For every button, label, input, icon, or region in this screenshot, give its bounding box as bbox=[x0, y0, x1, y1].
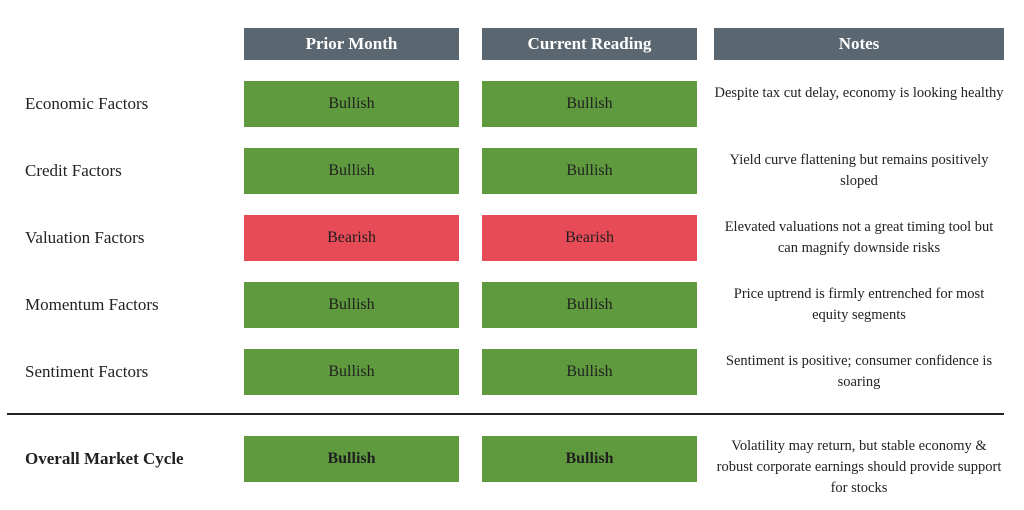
prior-valuation-status: Bearish bbox=[244, 215, 459, 261]
row-label-sentiment: Sentiment Factors bbox=[25, 362, 149, 381]
row-label-momentum: Momentum Factors bbox=[25, 295, 159, 314]
prior-sentiment-status: Bullish bbox=[244, 349, 459, 395]
note-valuation: Elevated valuations not a great timing t… bbox=[724, 219, 994, 256]
prior-overall-status: Bullish bbox=[244, 436, 459, 482]
row-label-valuation: Valuation Factors bbox=[25, 228, 145, 247]
current-valuation-status: Bearish bbox=[482, 215, 697, 261]
header-notes: Notes bbox=[714, 28, 1004, 60]
current-sentiment-status: Bullish bbox=[482, 349, 697, 395]
current-momentum-status: Bullish bbox=[482, 282, 697, 328]
header-current-reading: Current Reading bbox=[482, 28, 697, 60]
row-label-credit: Credit Factors bbox=[25, 161, 122, 180]
current-credit-status: Bullish bbox=[482, 148, 697, 194]
note-credit: Yield curve flattening but remains posit… bbox=[729, 152, 989, 189]
prior-credit-status: Bullish bbox=[244, 148, 459, 194]
header-prior-month: Prior Month bbox=[244, 28, 459, 60]
note-economic: Despite tax cut delay, economy is lookin… bbox=[714, 85, 1004, 101]
current-overall-status: Bullish bbox=[482, 436, 697, 482]
current-economic-status: Bullish bbox=[482, 81, 697, 127]
row-label-economic: Economic Factors bbox=[25, 94, 149, 113]
note-momentum: Price uptrend is firmly entrenched for m… bbox=[733, 286, 985, 323]
prior-momentum-status: Bullish bbox=[244, 282, 459, 328]
note-overall: Volatility may return, but stable econom… bbox=[716, 438, 1002, 496]
row-label-overall: Overall Market Cycle bbox=[25, 449, 184, 468]
note-sentiment: Sentiment is positive; consumer confiden… bbox=[725, 353, 993, 390]
prior-economic-status: Bullish bbox=[244, 81, 459, 127]
divider-line bbox=[7, 413, 1004, 415]
